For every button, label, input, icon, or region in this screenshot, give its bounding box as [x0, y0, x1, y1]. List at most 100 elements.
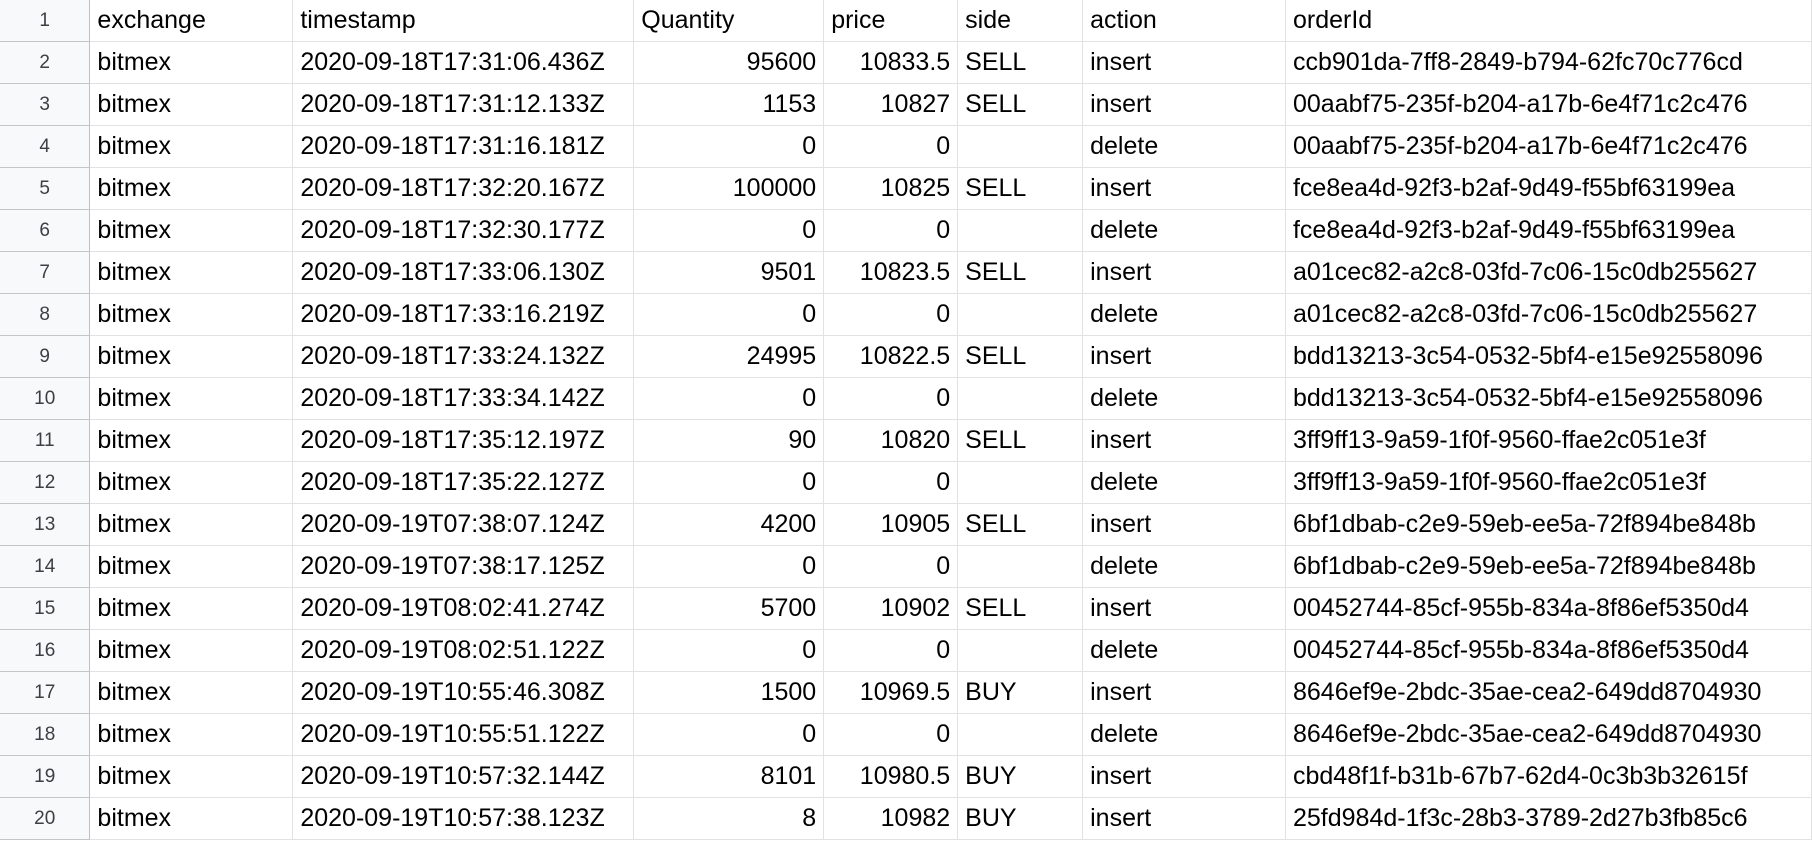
table-cell[interactable]: 2020-09-18T17:35:12.197Z [292, 419, 635, 462]
table-cell[interactable] [957, 209, 1084, 252]
table-cell[interactable]: bitmex [89, 125, 294, 168]
table-cell[interactable]: SELL [957, 167, 1084, 210]
table-cell[interactable]: insert [1082, 41, 1286, 84]
row-number[interactable]: 8 [0, 293, 91, 336]
row-number[interactable]: 2 [0, 41, 91, 84]
table-cell[interactable]: SELL [957, 335, 1084, 378]
table-cell[interactable]: 0 [823, 209, 959, 252]
row-number[interactable]: 11 [0, 419, 91, 462]
table-cell[interactable]: 25fd984d-1f3c-28b3-3789-2d27b3fb85c6 [1285, 797, 1812, 840]
table-cell[interactable]: 0 [823, 461, 959, 504]
table-cell[interactable]: delete [1082, 293, 1286, 336]
table-cell[interactable]: bitmex [89, 671, 294, 714]
table-cell[interactable]: SELL [957, 587, 1084, 630]
table-cell[interactable]: bitmex [89, 209, 294, 252]
table-cell[interactable]: 10902 [823, 587, 959, 630]
table-cell[interactable]: insert [1082, 587, 1286, 630]
table-cell[interactable]: delete [1082, 377, 1286, 420]
table-cell[interactable]: 0 [823, 377, 959, 420]
table-cell[interactable]: 95600 [633, 41, 825, 84]
table-cell[interactable]: 2020-09-19T10:55:46.308Z [292, 671, 635, 714]
table-cell[interactable]: bitmex [89, 713, 294, 756]
table-cell[interactable]: bdd13213-3c54-0532-5bf4-e15e92558096 [1285, 377, 1812, 420]
row-number[interactable]: 3 [0, 83, 91, 126]
column-header-cell[interactable]: timestamp [292, 0, 635, 42]
table-cell[interactable]: 10822.5 [823, 335, 959, 378]
table-cell[interactable]: 8646ef9e-2bdc-35ae-cea2-649dd8704930 [1285, 671, 1812, 714]
table-cell[interactable]: delete [1082, 629, 1286, 672]
table-cell[interactable]: bitmex [89, 545, 294, 588]
table-cell[interactable]: insert [1082, 83, 1286, 126]
table-cell[interactable]: 8101 [633, 755, 825, 798]
table-cell[interactable]: BUY [957, 671, 1084, 714]
table-cell[interactable]: delete [1082, 209, 1286, 252]
table-cell[interactable]: bitmex [89, 755, 294, 798]
table-cell[interactable]: cbd48f1f-b31b-67b7-62d4-0c3b3b32615f [1285, 755, 1812, 798]
table-cell[interactable]: delete [1082, 713, 1286, 756]
table-cell[interactable]: 24995 [633, 335, 825, 378]
table-cell[interactable]: 10833.5 [823, 41, 959, 84]
table-cell[interactable]: 3ff9ff13-9a59-1f0f-9560-ffae2c051e3f [1285, 419, 1812, 462]
table-cell[interactable]: 0 [633, 209, 825, 252]
table-cell[interactable] [957, 629, 1084, 672]
table-cell[interactable]: bitmex [89, 377, 294, 420]
table-cell[interactable]: 2020-09-19T08:02:41.274Z [292, 587, 635, 630]
table-cell[interactable]: 2020-09-19T07:38:17.125Z [292, 545, 635, 588]
table-cell[interactable]: 00aabf75-235f-b204-a17b-6e4f71c2c476 [1285, 83, 1812, 126]
table-cell[interactable]: 8646ef9e-2bdc-35ae-cea2-649dd8704930 [1285, 713, 1812, 756]
column-header-cell[interactable]: exchange [89, 0, 294, 42]
table-cell[interactable]: 2020-09-18T17:31:12.133Z [292, 83, 635, 126]
table-cell[interactable]: 2020-09-18T17:33:34.142Z [292, 377, 635, 420]
table-cell[interactable]: fce8ea4d-92f3-b2af-9d49-f55bf63199ea [1285, 209, 1812, 252]
table-cell[interactable]: bitmex [89, 419, 294, 462]
table-cell[interactable]: 0 [823, 545, 959, 588]
row-number[interactable]: 12 [0, 461, 91, 504]
table-cell[interactable]: insert [1082, 419, 1286, 462]
table-cell[interactable]: a01cec82-a2c8-03fd-7c06-15c0db255627 [1285, 251, 1812, 294]
table-cell[interactable]: 0 [823, 125, 959, 168]
table-cell[interactable]: 2020-09-19T08:02:51.122Z [292, 629, 635, 672]
table-cell[interactable]: 0 [823, 293, 959, 336]
table-cell[interactable]: bitmex [89, 293, 294, 336]
table-cell[interactable]: delete [1082, 125, 1286, 168]
table-cell[interactable]: BUY [957, 797, 1084, 840]
table-cell[interactable]: SELL [957, 251, 1084, 294]
table-cell[interactable]: 0 [633, 377, 825, 420]
table-cell[interactable]: 2020-09-18T17:35:22.127Z [292, 461, 635, 504]
row-number[interactable]: 4 [0, 125, 91, 168]
table-cell[interactable]: 2020-09-18T17:33:06.130Z [292, 251, 635, 294]
table-cell[interactable]: SELL [957, 503, 1084, 546]
row-number[interactable]: 20 [0, 797, 91, 840]
table-cell[interactable]: bdd13213-3c54-0532-5bf4-e15e92558096 [1285, 335, 1812, 378]
row-number[interactable]: 16 [0, 629, 91, 672]
row-number[interactable]: 10 [0, 377, 91, 420]
table-cell[interactable]: bitmex [89, 41, 294, 84]
table-cell[interactable]: 1500 [633, 671, 825, 714]
table-cell[interactable]: 9501 [633, 251, 825, 294]
row-number[interactable]: 5 [0, 167, 91, 210]
table-cell[interactable] [957, 461, 1084, 504]
row-number[interactable]: 19 [0, 755, 91, 798]
table-cell[interactable]: 10820 [823, 419, 959, 462]
table-cell[interactable]: 00452744-85cf-955b-834a-8f86ef5350d4 [1285, 587, 1812, 630]
table-cell[interactable]: insert [1082, 251, 1286, 294]
table-cell[interactable]: delete [1082, 545, 1286, 588]
table-cell[interactable]: 2020-09-19T07:38:07.124Z [292, 503, 635, 546]
table-cell[interactable]: 90 [633, 419, 825, 462]
table-cell[interactable]: 0 [633, 713, 825, 756]
table-cell[interactable] [957, 377, 1084, 420]
table-cell[interactable]: insert [1082, 335, 1286, 378]
row-number[interactable]: 13 [0, 503, 91, 546]
table-cell[interactable]: bitmex [89, 797, 294, 840]
row-number[interactable]: 15 [0, 587, 91, 630]
table-cell[interactable]: a01cec82-a2c8-03fd-7c06-15c0db255627 [1285, 293, 1812, 336]
table-cell[interactable]: 6bf1dbab-c2e9-59eb-ee5a-72f894be848b [1285, 545, 1812, 588]
column-header-cell[interactable]: price [823, 0, 959, 42]
table-cell[interactable]: 2020-09-19T10:55:51.122Z [292, 713, 635, 756]
table-cell[interactable]: 00aabf75-235f-b204-a17b-6e4f71c2c476 [1285, 125, 1812, 168]
row-number[interactable]: 6 [0, 209, 91, 252]
table-cell[interactable]: ccb901da-7ff8-2849-b794-62fc70c776cd [1285, 41, 1812, 84]
table-cell[interactable]: 0 [633, 545, 825, 588]
column-header-cell[interactable]: Quantity [633, 0, 825, 42]
table-cell[interactable]: 3ff9ff13-9a59-1f0f-9560-ffae2c051e3f [1285, 461, 1812, 504]
